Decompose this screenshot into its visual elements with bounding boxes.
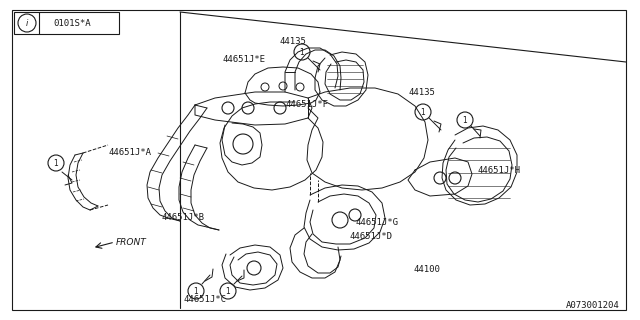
Text: A073001204: A073001204 xyxy=(566,301,620,310)
Text: 1: 1 xyxy=(226,286,230,295)
Bar xyxy=(14,12,119,34)
Text: i: i xyxy=(26,19,28,28)
Circle shape xyxy=(48,155,64,171)
Circle shape xyxy=(434,172,446,184)
Circle shape xyxy=(449,172,461,184)
Text: 1: 1 xyxy=(194,286,198,295)
Text: 44651J*D: 44651J*D xyxy=(349,232,392,241)
Circle shape xyxy=(261,83,269,91)
Circle shape xyxy=(332,212,348,228)
Text: 44651J*F: 44651J*F xyxy=(285,100,328,109)
Text: 44651J*E: 44651J*E xyxy=(222,55,265,64)
Circle shape xyxy=(294,44,310,60)
Circle shape xyxy=(457,112,473,128)
Text: 1: 1 xyxy=(54,158,58,167)
Text: 44651J*A: 44651J*A xyxy=(108,148,151,157)
Text: 0101S*A: 0101S*A xyxy=(53,19,91,28)
Circle shape xyxy=(222,102,234,114)
Text: 44100: 44100 xyxy=(413,265,440,274)
Text: 1: 1 xyxy=(300,47,305,57)
Circle shape xyxy=(233,134,253,154)
Text: 44651J*G: 44651J*G xyxy=(355,218,398,227)
Text: 44651J*H: 44651J*H xyxy=(477,166,520,175)
Text: 44135: 44135 xyxy=(279,37,306,46)
Text: 1: 1 xyxy=(420,108,426,116)
Circle shape xyxy=(18,14,36,32)
Circle shape xyxy=(296,83,304,91)
Circle shape xyxy=(274,102,286,114)
Text: 44651J*B: 44651J*B xyxy=(161,213,204,222)
Circle shape xyxy=(220,283,236,299)
Text: 44135: 44135 xyxy=(408,88,435,97)
Circle shape xyxy=(242,102,254,114)
Text: 1: 1 xyxy=(463,116,467,124)
Circle shape xyxy=(279,82,287,90)
Circle shape xyxy=(415,104,431,120)
Circle shape xyxy=(349,209,361,221)
Text: FRONT: FRONT xyxy=(116,238,147,247)
Circle shape xyxy=(247,261,261,275)
Text: 44651J*C: 44651J*C xyxy=(183,295,226,304)
Circle shape xyxy=(188,283,204,299)
